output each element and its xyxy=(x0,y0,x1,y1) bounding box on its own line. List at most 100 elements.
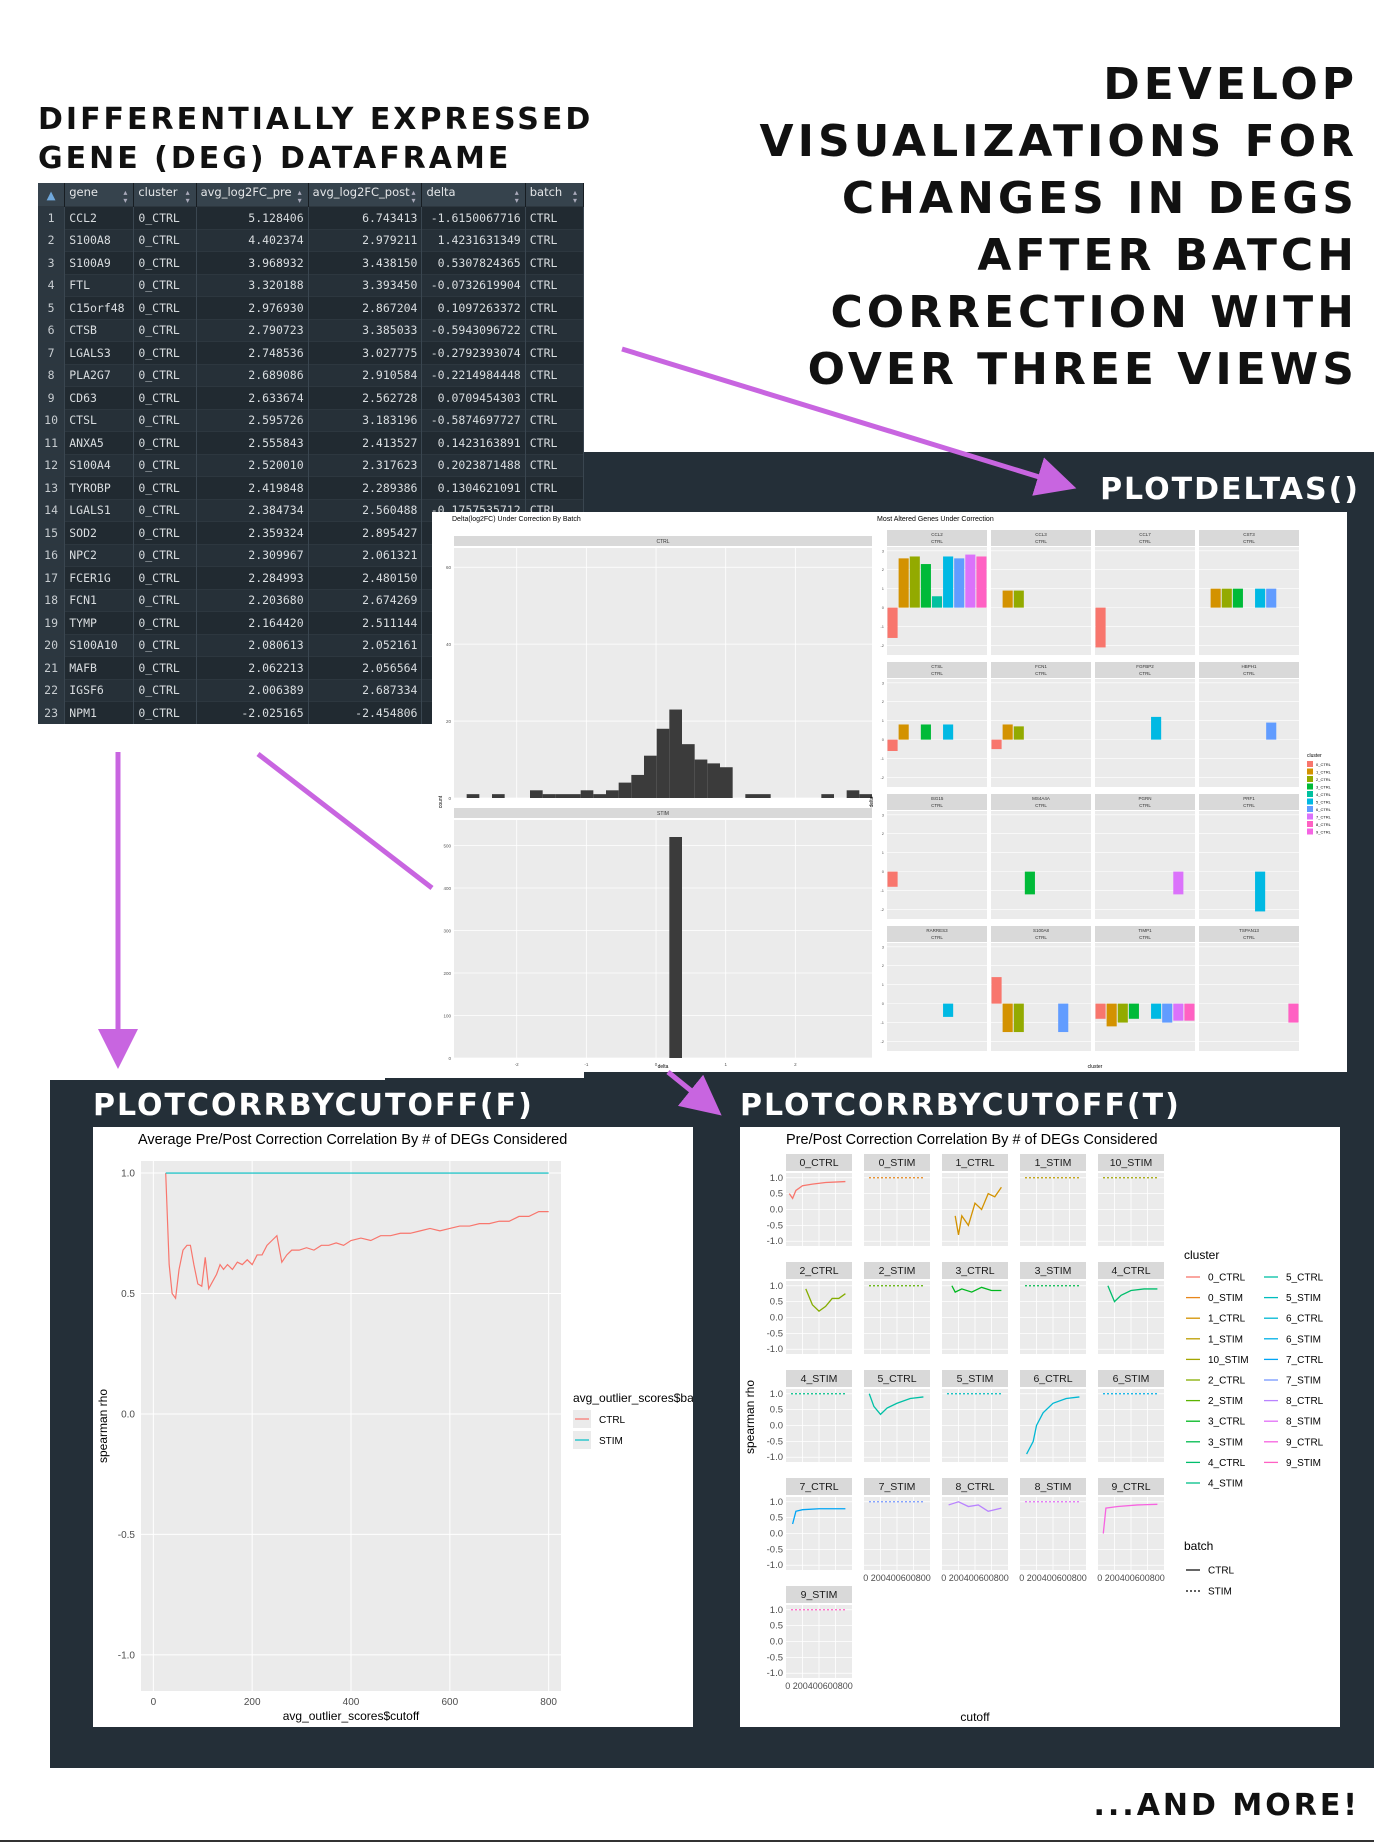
table-row[interactable]: 11 ANXA5 0_CTRL 2.555843 2.413527 0.142316389… xyxy=(38,431,585,454)
panel-background xyxy=(454,820,872,1058)
facet-batch-label: CTRL xyxy=(1139,803,1151,808)
column-header-label: avg_log2FC_pre xyxy=(200,184,292,199)
table-row[interactable]: 3 S100A9 0_CTRL 3.968932 3.438150 0.530782436… xyxy=(38,251,585,274)
table-row[interactable]: 4 FTL 0_CTRL 3.320188 3.393450 -0.0732619904 C… xyxy=(38,273,585,297)
row-number: 18 xyxy=(38,588,66,612)
column-header-batch[interactable]: batch ▴▾ xyxy=(525,183,585,207)
facet-strip xyxy=(1098,1262,1164,1279)
table-row[interactable]: 12 S100A4 0_CTRL 2.520010 2.317623 0.20238714… xyxy=(38,453,585,477)
y-tick-label: -1.0 xyxy=(767,1560,783,1571)
table-cell-avg_log2FC_post: 2.317623 xyxy=(308,453,423,477)
column-header-cluster[interactable]: cluster ▴▾ xyxy=(133,183,197,207)
row-number: 1 xyxy=(38,206,66,229)
facet-strip xyxy=(1020,1370,1086,1387)
bars-x-label: cluster xyxy=(1088,1064,1103,1070)
table-cell-cluster: 0_CTRL xyxy=(133,633,197,657)
deg-title-line2: GENE (DEG) DATAFRAME xyxy=(38,141,512,176)
facet-strip xyxy=(864,1154,930,1171)
histogram-bar xyxy=(707,763,720,798)
y-tick-label: -0.5 xyxy=(767,1544,783,1555)
table-row[interactable]: 7 LGALS3 0_CTRL 2.748536 3.027775 -0.27923930… xyxy=(38,341,585,364)
table-cell-avg_log2FC_post: 2.674269 xyxy=(308,588,423,612)
histogram-bar xyxy=(694,759,708,798)
table-cell-gene: NPM1 xyxy=(64,701,135,724)
table-cell-avg_log2FC_pre: 2.062213 xyxy=(196,656,309,679)
facet-strip xyxy=(887,530,987,546)
bar-mark xyxy=(1024,871,1035,895)
facet-batch-label: CTRL xyxy=(931,803,943,808)
table-cell-cluster: 0_CTRL xyxy=(133,318,197,342)
y-tick-label: 3 xyxy=(882,680,885,685)
row-number: 2 xyxy=(38,228,66,252)
table-row[interactable]: 6 CTSB 0_CTRL 2.790723 3.385033 -0.5943096722… xyxy=(38,318,585,342)
bar-mark xyxy=(1117,1003,1128,1023)
facet-label: 1_STIM xyxy=(1035,1157,1072,1169)
legend-label: 7_STIM xyxy=(1286,1376,1321,1387)
column-header-gene[interactable]: gene ▴▾ xyxy=(64,183,135,207)
legend-label: 1_STIM xyxy=(1208,1334,1243,1345)
rownum-header[interactable]: ▲ xyxy=(38,183,66,207)
sort-icon: ▴▾ xyxy=(411,187,416,205)
table-cell-gene: LGALS1 xyxy=(64,498,135,522)
y-tick-label: 2 xyxy=(882,699,885,704)
bar-mark xyxy=(1173,871,1184,895)
table-cell-cluster: 0_CTRL xyxy=(133,408,197,432)
facet-batch-label: CTRL xyxy=(1035,803,1047,808)
facet-gene-label: TIMP1 xyxy=(1138,928,1152,933)
table-cell-avg_log2FC_post: 2.895427 xyxy=(308,521,423,544)
facet-label: 8_STIM xyxy=(1035,1481,1072,1493)
row-number: 22 xyxy=(38,678,66,702)
column-header-avg_log2FC_pre[interactable]: avg_log2FC_pre ▴▾ xyxy=(196,183,309,207)
legend-swatch xyxy=(1307,806,1313,812)
table-cell-avg_log2FC_post: 2.056564 xyxy=(308,656,423,679)
histogram-bar xyxy=(859,794,872,798)
table-row[interactable]: 1 CCL2 0_CTRL 5.128406 6.743413 -1.6150067716… xyxy=(38,206,585,229)
corr-f-svg: Average Pre/Post Correction Correlation … xyxy=(96,1132,710,1723)
sort-icon: ▴▾ xyxy=(573,187,578,205)
y-tick-label: 3 xyxy=(882,944,885,949)
histogram-y-label: count xyxy=(438,795,444,808)
table-cell-cluster: 0_CTRL xyxy=(133,341,197,364)
table-row[interactable]: 2 S100A8 0_CTRL 4.402374 2.979211 1.423163134… xyxy=(38,228,585,252)
series-line-1_ctrl xyxy=(954,1186,1002,1236)
plotdeltas-label: PLOTDELTAS() xyxy=(1100,472,1360,507)
bar-mark xyxy=(887,739,898,751)
y-tick-label: 60 xyxy=(446,565,452,570)
bar-mark xyxy=(943,724,954,740)
y-tick-label: 0.5 xyxy=(770,1513,783,1524)
batch-legend-title: batch xyxy=(1184,1539,1213,1553)
facet-strip xyxy=(786,1478,852,1495)
x-tick-label: 0 200400600800 xyxy=(1097,1573,1165,1583)
table-cell-gene: NPC2 xyxy=(64,543,135,567)
series-line-6_ctrl xyxy=(1026,1396,1080,1455)
facet-strip xyxy=(942,1478,1008,1495)
table-row[interactable]: 9 CD63 0_CTRL 2.633674 2.562728 0.0709454303 C… xyxy=(38,386,585,409)
legend-label: 5_CTRL xyxy=(1316,800,1332,805)
facet-strip xyxy=(991,662,1091,678)
table-cell-cluster: 0_CTRL xyxy=(133,498,197,522)
table-row[interactable]: 13 TYROBP 0_CTRL 2.419848 2.289386 0.13046210… xyxy=(38,476,585,499)
y-tick-label: 20 xyxy=(446,719,452,724)
column-header-avg_log2FC_post[interactable]: avg_log2FC_post ▴▾ xyxy=(308,183,423,207)
facet-gene-label: S100A8 xyxy=(1033,928,1050,933)
column-header-delta[interactable]: delta ▴▾ xyxy=(421,183,526,207)
plotdeltas-svg: Delta(log2FC) Under Correction By Batch C… xyxy=(438,516,1332,1070)
legend-swatch xyxy=(1307,821,1313,827)
table-cell-cluster: 0_CTRL xyxy=(133,476,197,499)
table-row[interactable]: 10 CTSL 0_CTRL 2.595726 3.183196 -0.587469772… xyxy=(38,408,585,432)
bar-mark xyxy=(943,556,954,608)
legend-label: 2_CTRL xyxy=(1316,777,1332,782)
y-tick-label: 0 xyxy=(448,1056,451,1061)
facet-gene-label: CST3 xyxy=(1243,532,1255,537)
y-tick-label: 1.0 xyxy=(770,1389,783,1400)
y-tick-label: -0.5 xyxy=(767,1328,783,1339)
x-tick-label: 0 xyxy=(655,1062,658,1067)
facet-batch-label: CTRL xyxy=(1035,671,1047,676)
legend-label: 8_CTRL xyxy=(1316,822,1332,827)
table-row[interactable]: 8 PLA2G7 0_CTRL 2.689086 2.910584 -0.22149844… xyxy=(38,363,585,387)
bar-mark xyxy=(1255,588,1266,608)
bar-mark xyxy=(1255,871,1266,912)
facet-strip xyxy=(1098,1478,1164,1495)
table-row[interactable]: 5 C15orf48 0_CTRL 2.976930 2.867204 0.1097263… xyxy=(38,296,585,319)
legend-label: 6_CTRL xyxy=(1286,1314,1324,1325)
